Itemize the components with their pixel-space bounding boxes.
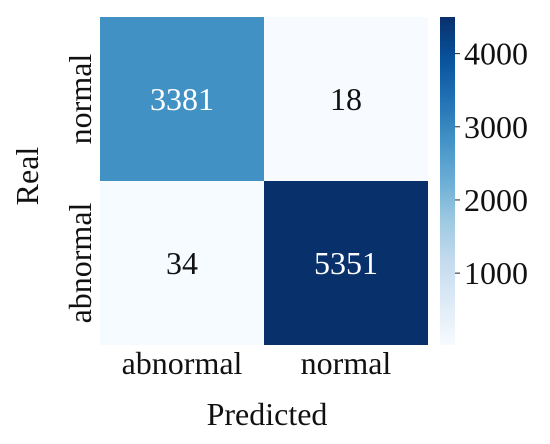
cell-value-labels: 3381 18 34 5351 [150, 81, 378, 281]
colorbar-tick-label-2: 3000 [464, 109, 528, 145]
cell-label-r0-c1: 18 [330, 81, 362, 117]
y-tick-label-0: normal [62, 54, 98, 145]
cell-label-r1-c0: 34 [166, 245, 198, 281]
x-axis-label: Predicted [207, 396, 328, 432]
colorbar-tick-label-3: 4000 [464, 36, 528, 72]
colorbar [440, 17, 455, 345]
heatmap-cell-r0-c0 [100, 17, 264, 181]
colorbar-tick-label-0: 1000 [464, 255, 528, 291]
y-axis-label: Real [9, 147, 45, 206]
heatmap-cell-r0-c1 [264, 17, 428, 181]
colorbar-tick-label-1: 2000 [464, 182, 528, 218]
cell-label-r0-c0: 3381 [150, 81, 214, 117]
cell-label-r1-c1: 5351 [314, 245, 378, 281]
y-tick-label-1: abnormal [62, 202, 98, 323]
heatmap-cell-r1-c0 [100, 181, 264, 345]
x-tick-label-0: abnormal [122, 345, 243, 381]
x-tick-label-1: normal [301, 345, 392, 381]
heatmap-cell-r1-c1 [264, 181, 428, 345]
x-tick-labels: abnormal normal [122, 345, 392, 381]
heatmap-cells [100, 17, 428, 345]
colorbar-ticks: 1000 2000 3000 4000 [455, 36, 528, 291]
y-tick-labels: normal abnormal [62, 54, 98, 324]
